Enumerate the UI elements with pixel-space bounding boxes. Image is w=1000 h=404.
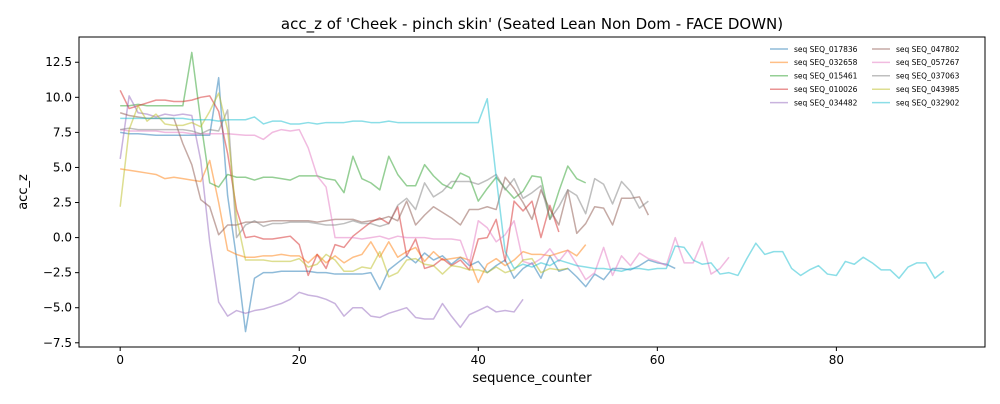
chart-title: acc_z of 'Cheek - pinch skin' (Seated Le… <box>281 15 783 34</box>
y-tick-label: 7.5 <box>53 125 72 139</box>
series-line-0 <box>120 76 676 333</box>
x-tick-label: 0 <box>116 353 124 367</box>
y-tick-label: −2.5 <box>43 266 72 280</box>
series-line-4 <box>119 95 524 329</box>
legend-label: seq SEQ_032902 <box>896 98 960 107</box>
x-axis-ticks: 0 20 40 60 80 <box>116 347 844 367</box>
legend-label: seq SEQ_034482 <box>794 98 858 107</box>
x-tick-label: 60 <box>650 353 665 367</box>
y-tick-label: 2.5 <box>53 196 72 210</box>
legend-label: seq SEQ_017836 <box>794 45 858 54</box>
x-tick-label: 80 <box>829 353 844 367</box>
y-tick-label: 12.5 <box>45 55 72 69</box>
legend-label: seq SEQ_032658 <box>794 58 858 67</box>
series-line-6 <box>120 128 730 281</box>
legend-label: seq SEQ_043985 <box>896 85 960 94</box>
legend-label: seq SEQ_010026 <box>794 85 858 94</box>
y-tick-label: −5.0 <box>43 301 72 315</box>
series-line-9 <box>120 97 945 280</box>
legend-label: seq SEQ_047802 <box>896 45 960 54</box>
y-axis-title: acc_z <box>16 174 31 210</box>
x-axis-title: sequence_counter <box>472 371 592 386</box>
x-tick-label: 40 <box>471 353 486 367</box>
series-line-8 <box>119 92 568 278</box>
legend-label: seq SEQ_057267 <box>896 58 960 67</box>
legend-label: seq SEQ_015461 <box>794 72 858 81</box>
x-tick-label: 20 <box>292 353 307 367</box>
y-tick-label: 0.0 <box>53 231 72 245</box>
series-line-7 <box>120 109 649 239</box>
y-tick-label: −7.5 <box>43 336 72 350</box>
y-tick-label: 5.0 <box>53 160 72 174</box>
plot-frame <box>78 36 986 348</box>
series-line-5 <box>119 112 650 236</box>
y-tick-label: 10.0 <box>45 90 72 104</box>
series-line-1 <box>120 159 587 284</box>
series-line-3 <box>119 89 560 277</box>
plot-lines <box>119 51 945 333</box>
legend-label: seq SEQ_037063 <box>896 72 960 81</box>
y-axis-ticks: −7.5 −5.0 −2.5 0.0 2.5 5.0 7.5 10.0 12.5 <box>43 55 79 350</box>
